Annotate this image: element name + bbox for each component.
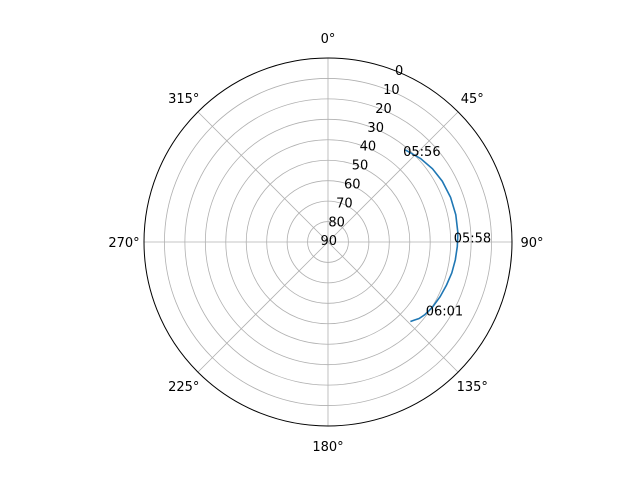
theta-tick-label: 315°	[168, 92, 199, 107]
labels: 0° 45° 90° 135° 180° 225° 270° 315° 0 10 20 30 40 50 6…	[108, 32, 543, 455]
theta-tick-label: 0°	[321, 32, 336, 47]
theta-tick-label: 270°	[108, 236, 139, 251]
theta-tick-label: 45°	[461, 92, 484, 107]
theta-gridline	[197, 111, 329, 243]
theta-tick-label: 135°	[457, 380, 488, 395]
r-tick-label: 50	[352, 159, 369, 174]
theta-tick-label: 225°	[168, 380, 199, 395]
theta-gridline	[327, 111, 459, 243]
r-tick-label: 0	[395, 64, 403, 79]
polar-frame	[143, 57, 513, 427]
theta-tick-label: 90°	[520, 236, 543, 251]
r-tick-label: 70	[336, 196, 353, 211]
time-annotation: 05:56	[403, 145, 440, 160]
r-tick-label: 20	[375, 102, 392, 117]
grid	[143, 57, 513, 427]
series-line	[404, 149, 459, 323]
r-tick-label: 60	[344, 177, 361, 192]
series-layer	[404, 149, 459, 323]
time-annotation: 05:58	[454, 231, 491, 246]
theta-tick-label: 180°	[312, 440, 343, 455]
r-tick-label: 30	[367, 121, 384, 136]
theta-gridline	[197, 241, 329, 373]
r-tick-label: 10	[383, 83, 400, 98]
r-tick-label: 90	[320, 234, 337, 249]
theta-gridline	[327, 241, 459, 373]
time-annotation: 06:01	[426, 305, 463, 320]
r-tick-label: 40	[360, 140, 377, 155]
r-tick-label: 80	[328, 215, 345, 230]
